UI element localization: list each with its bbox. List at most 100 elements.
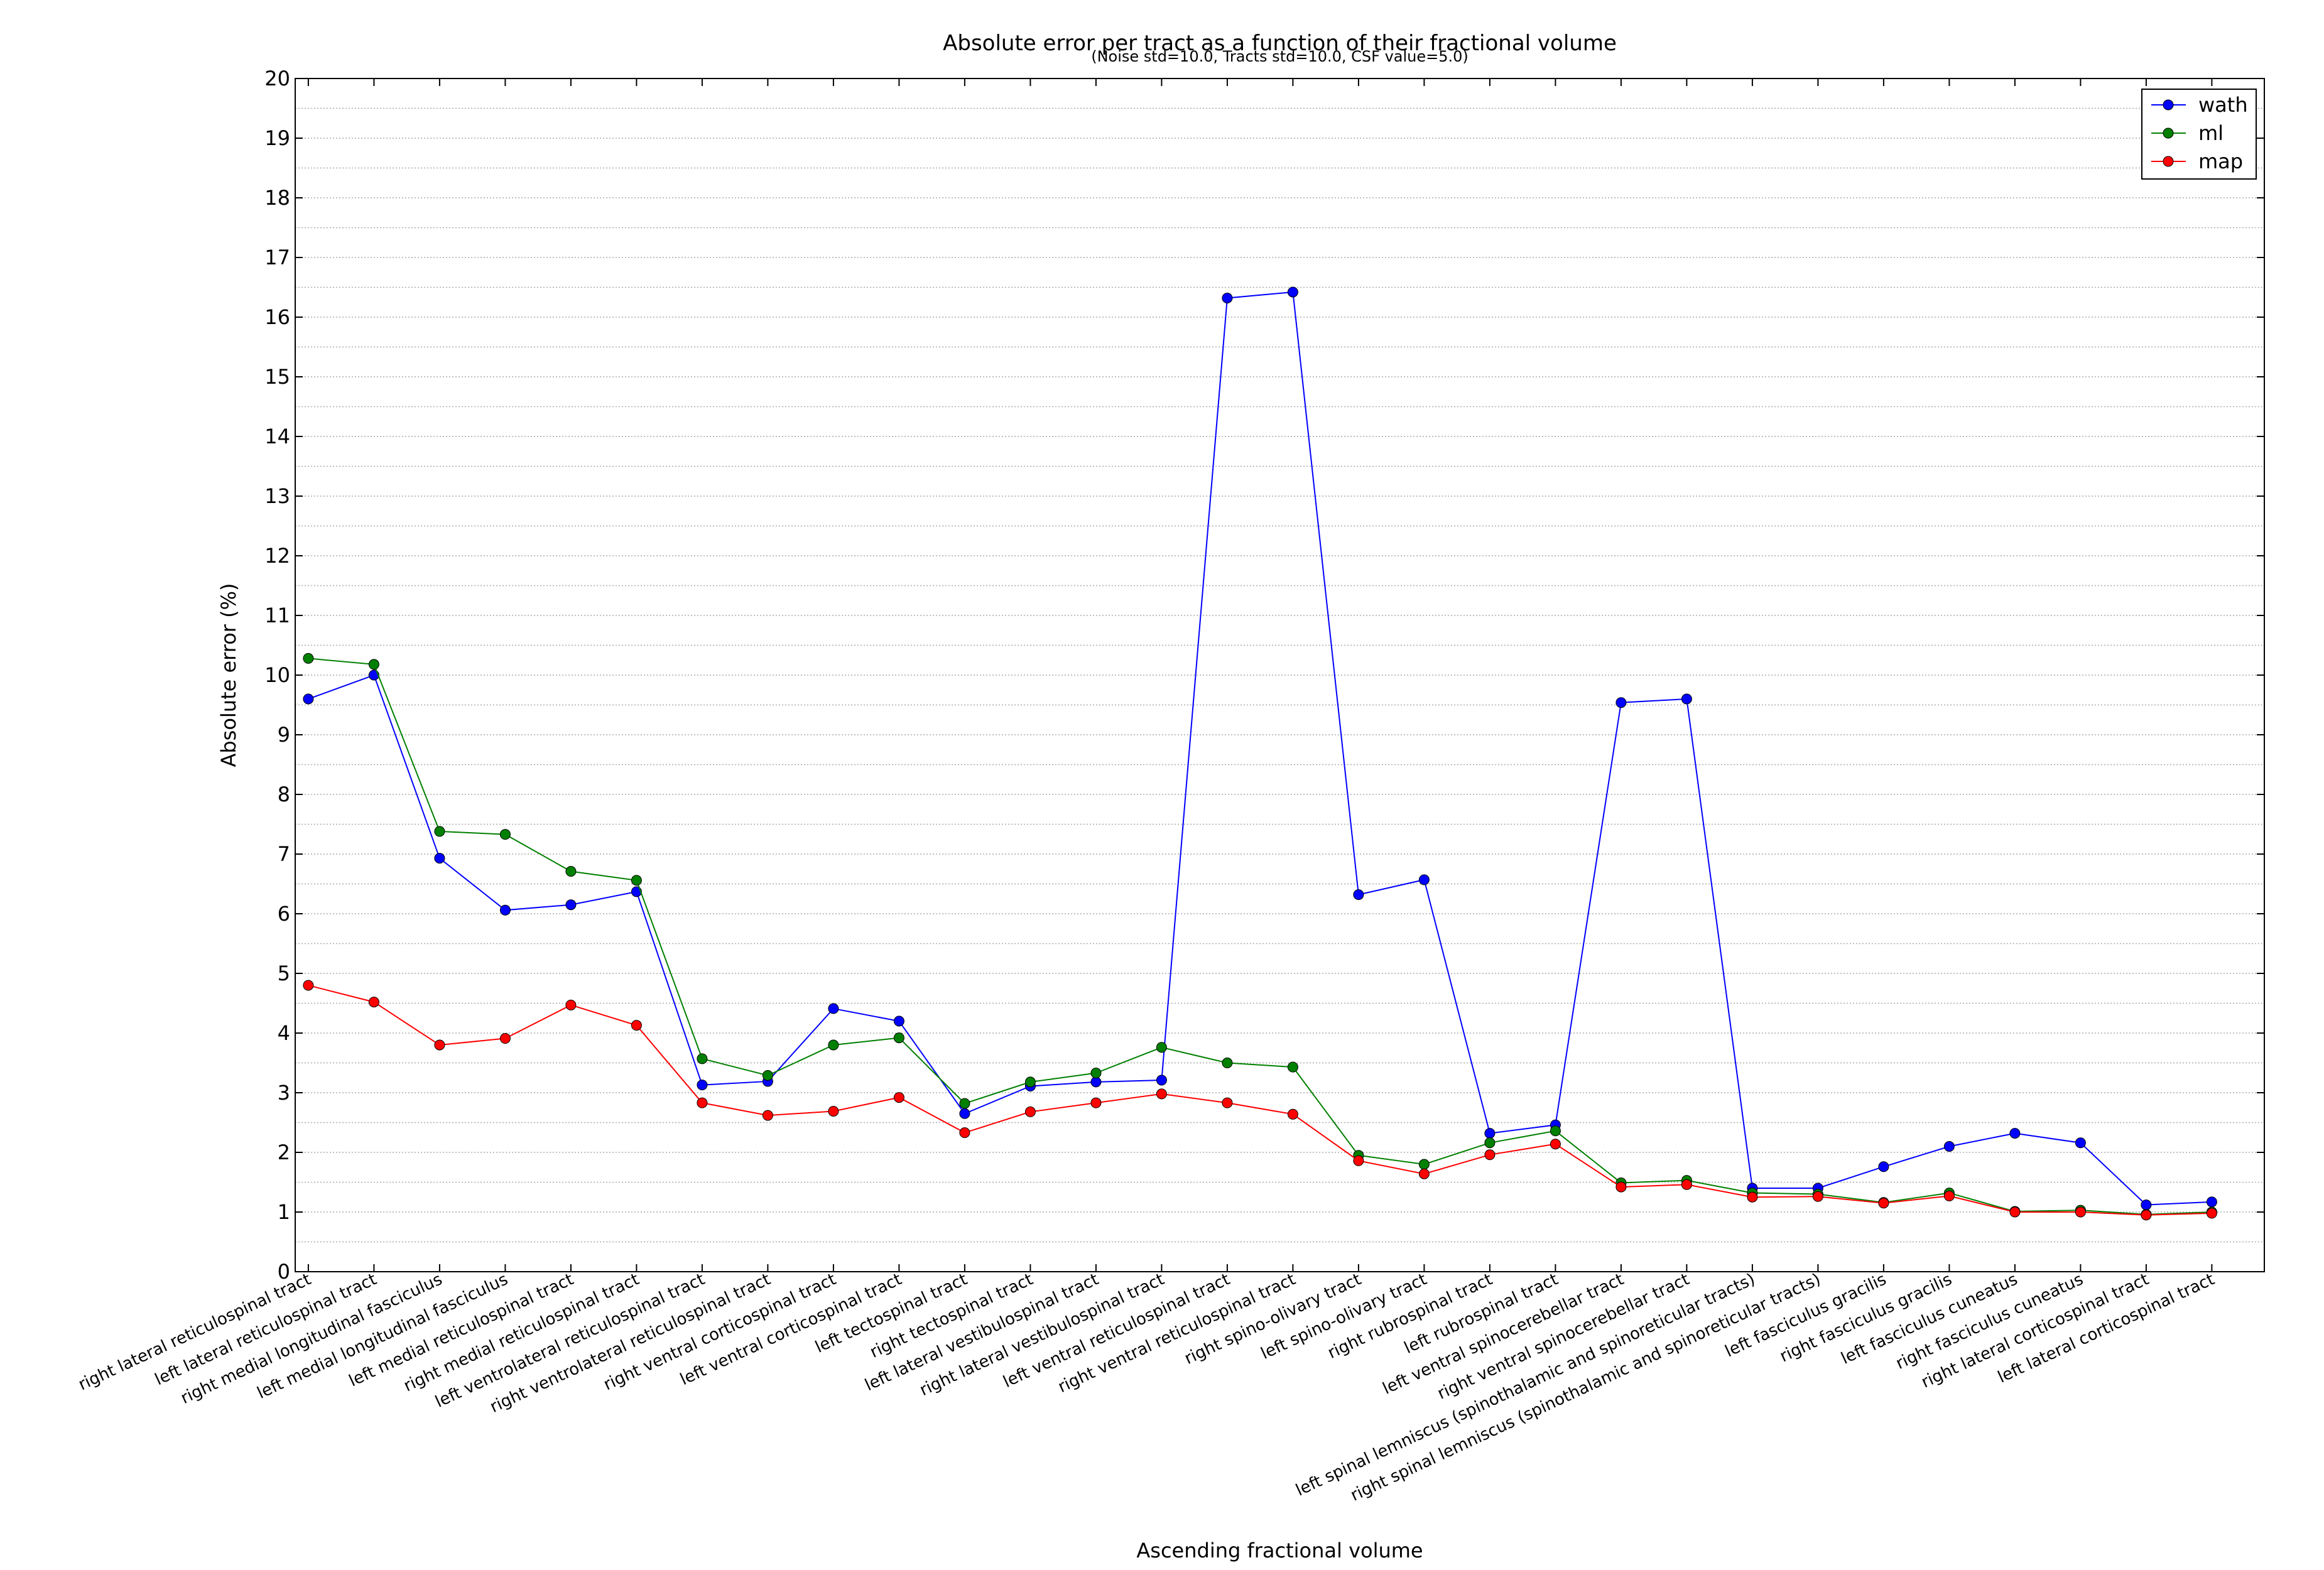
data-point-wath bbox=[1418, 874, 1430, 885]
legend: wath ml map bbox=[2141, 89, 2257, 180]
data-point-map bbox=[1156, 1088, 1167, 1100]
data-point-ml bbox=[303, 652, 314, 664]
data-point-map bbox=[1943, 1190, 1955, 1201]
data-point-wath bbox=[828, 1003, 839, 1014]
data-point-map bbox=[1681, 1179, 1692, 1190]
data-point-map bbox=[565, 999, 577, 1010]
data-point-ml bbox=[368, 659, 379, 670]
data-point-map bbox=[1878, 1198, 1889, 1209]
data-point-wath bbox=[631, 886, 642, 897]
data-point-ml bbox=[1024, 1076, 1036, 1088]
y-tick-label: 5 bbox=[278, 961, 290, 985]
data-point-wath bbox=[1353, 889, 1364, 901]
data-point-wath bbox=[2075, 1137, 2086, 1149]
y-tick-label: 14 bbox=[264, 425, 290, 448]
y-tick-label: 10 bbox=[264, 663, 290, 687]
data-point-wath bbox=[1943, 1141, 1955, 1152]
data-point-map bbox=[434, 1039, 445, 1051]
data-point-wath bbox=[2141, 1199, 2152, 1211]
chart-title: Absolute error per tract as a function o… bbox=[943, 31, 1617, 56]
data-point-ml bbox=[762, 1069, 773, 1081]
data-point-wath bbox=[368, 669, 379, 681]
y-tick-label: 7 bbox=[278, 842, 290, 866]
data-point-ml bbox=[499, 829, 511, 840]
series-wath bbox=[303, 286, 2217, 1211]
data-point-ml bbox=[1550, 1125, 1561, 1137]
y-tick-label: 19 bbox=[264, 126, 290, 150]
legend-marker bbox=[2163, 99, 2174, 111]
y-tick-label: 13 bbox=[264, 484, 290, 508]
data-point-wath bbox=[1681, 693, 1692, 705]
data-point-ml bbox=[434, 826, 445, 837]
data-point-map bbox=[1024, 1106, 1036, 1117]
series-map bbox=[303, 980, 2217, 1221]
data-point-map bbox=[2141, 1210, 2152, 1221]
grid bbox=[295, 78, 2264, 1272]
legend-marker bbox=[2163, 156, 2174, 167]
y-tick-label: 16 bbox=[264, 305, 290, 329]
legend-item-wath: wath bbox=[2151, 93, 2248, 117]
series-line-ml bbox=[308, 658, 2212, 1215]
series bbox=[303, 286, 2217, 1221]
data-point-map bbox=[959, 1127, 970, 1139]
data-point-map bbox=[697, 1097, 708, 1108]
data-point-map bbox=[303, 980, 314, 991]
y-tick-label: 6 bbox=[278, 902, 290, 926]
data-point-ml bbox=[1090, 1068, 1102, 1079]
legend-box bbox=[2141, 89, 2257, 180]
data-point-wath bbox=[697, 1080, 708, 1091]
data-point-ml bbox=[631, 875, 642, 886]
data-point-ml bbox=[565, 866, 577, 877]
y-tick-label: 3 bbox=[278, 1081, 290, 1105]
legend-item-ml: ml bbox=[2151, 121, 2224, 145]
data-point-map bbox=[1747, 1191, 1758, 1203]
y-tick-label: 9 bbox=[278, 723, 290, 747]
data-point-map bbox=[762, 1110, 773, 1121]
data-point-ml bbox=[828, 1039, 839, 1051]
data-point-wath bbox=[1287, 286, 1298, 298]
data-point-ml bbox=[1484, 1137, 1496, 1149]
x-axis-label: Ascending fractional volume bbox=[1136, 1539, 1423, 1562]
data-point-map bbox=[1287, 1108, 1298, 1120]
data-point-wath bbox=[1222, 293, 1233, 304]
legend-label: wath bbox=[2198, 93, 2248, 117]
data-point-wath bbox=[1878, 1161, 1889, 1172]
data-point-map bbox=[368, 997, 379, 1008]
data-point-wath bbox=[1156, 1075, 1167, 1086]
data-point-ml bbox=[893, 1032, 904, 1044]
data-point-map bbox=[2009, 1206, 2021, 1218]
data-point-wath bbox=[959, 1108, 970, 1119]
y-tick-label: 15 bbox=[264, 365, 290, 389]
data-point-ml bbox=[1222, 1058, 1233, 1068]
data-point-map bbox=[1090, 1097, 1102, 1108]
y-tick-label: 12 bbox=[264, 544, 290, 568]
data-point-wath bbox=[2009, 1128, 2021, 1139]
data-point-ml bbox=[1287, 1061, 1298, 1073]
data-point-ml bbox=[1156, 1042, 1167, 1053]
data-point-ml bbox=[1418, 1159, 1430, 1170]
data-point-wath bbox=[893, 1015, 904, 1027]
data-point-map bbox=[828, 1105, 839, 1117]
y-tick-label: 8 bbox=[278, 782, 290, 806]
data-point-map bbox=[499, 1033, 511, 1044]
data-point-ml bbox=[697, 1053, 708, 1064]
data-point-map bbox=[1353, 1155, 1364, 1166]
data-point-map bbox=[1812, 1191, 1823, 1202]
data-point-ml bbox=[959, 1098, 970, 1109]
y-tick-label: 11 bbox=[264, 604, 290, 627]
y-tick-label: 17 bbox=[264, 246, 290, 269]
y-tick-label: 1 bbox=[278, 1200, 290, 1224]
y-tick-label: 20 bbox=[264, 67, 290, 90]
data-point-map bbox=[1418, 1168, 1430, 1179]
data-point-wath bbox=[1484, 1128, 1496, 1139]
data-point-wath bbox=[303, 693, 314, 705]
data-point-wath bbox=[1615, 697, 1627, 708]
y-tick-label: 2 bbox=[278, 1140, 290, 1164]
data-point-map bbox=[2075, 1206, 2086, 1218]
data-point-map bbox=[1615, 1181, 1627, 1193]
data-point-map bbox=[1222, 1097, 1233, 1108]
data-point-map bbox=[1484, 1149, 1496, 1161]
